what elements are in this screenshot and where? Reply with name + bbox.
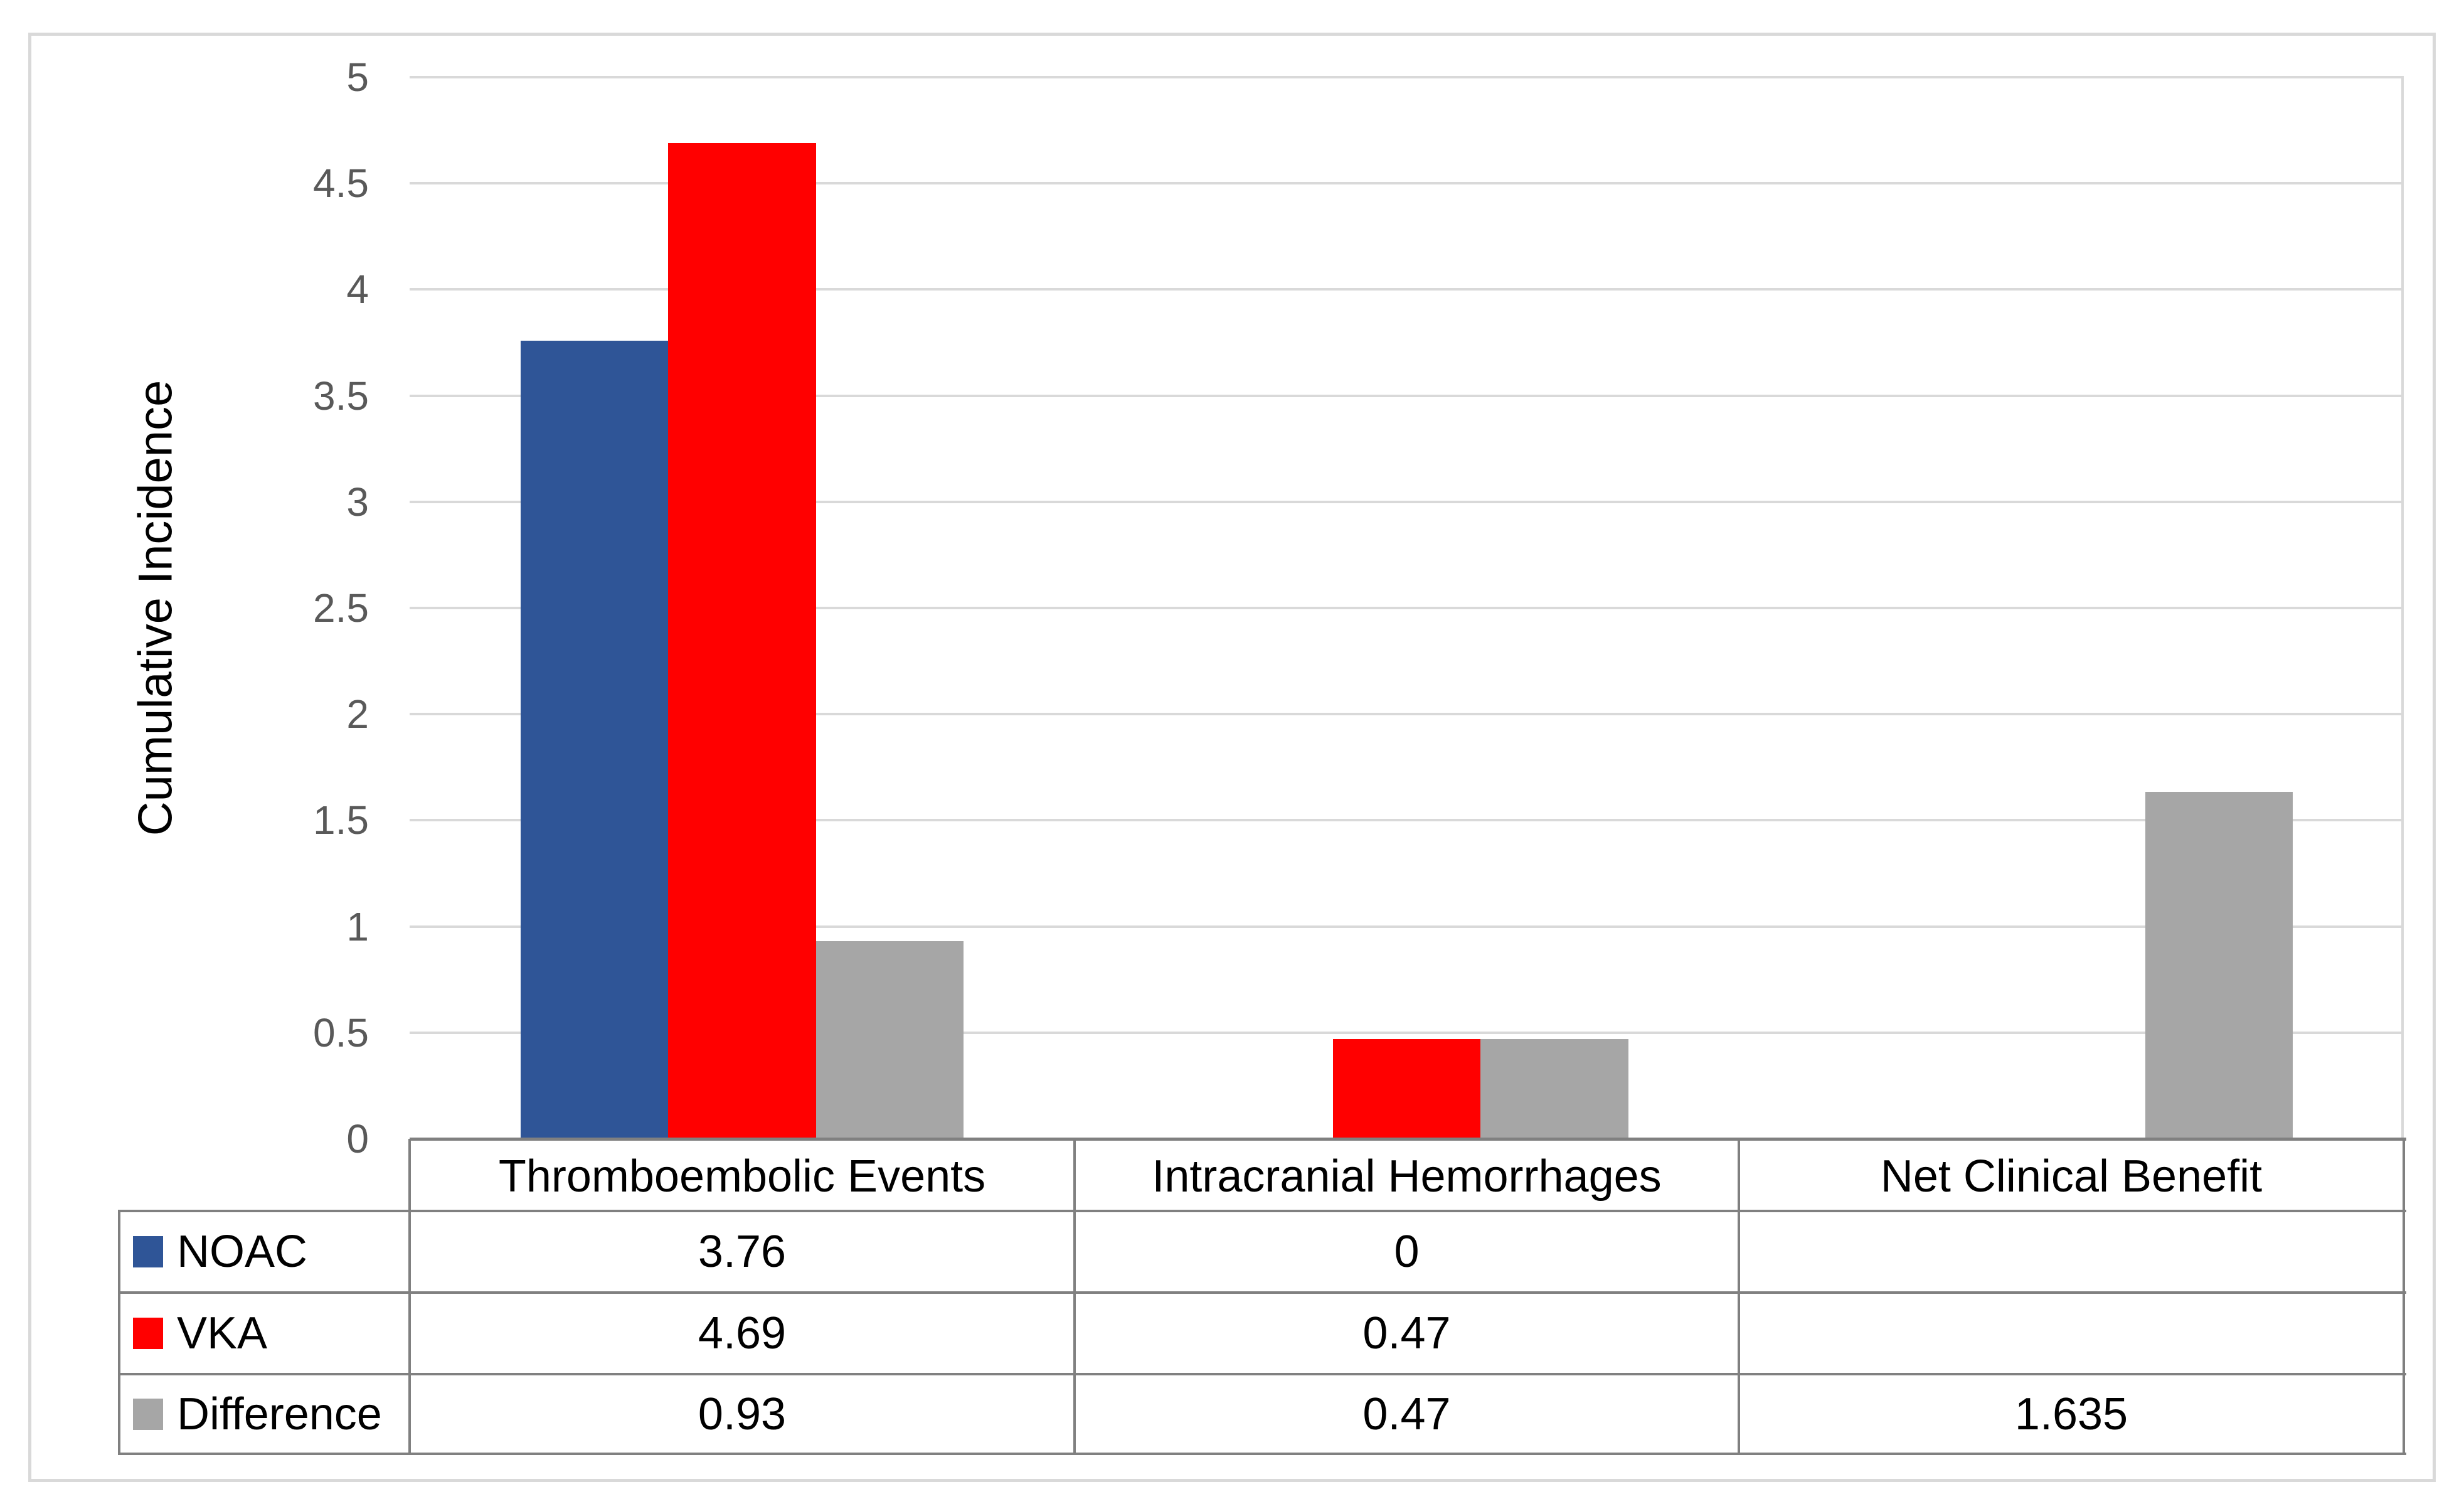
table-cell-difference-0: 0.93: [698, 1389, 787, 1439]
table-hline-1: [118, 1210, 2406, 1212]
x-axis-line: [410, 1138, 2406, 1141]
legend-label-noac: NOAC: [177, 1227, 308, 1277]
gridline-y-4: [410, 288, 2404, 291]
y-tick-label-0: 0: [346, 1116, 369, 1161]
y-tick-label-2.5: 2.5: [313, 585, 369, 631]
table-cell-vka-0: 4.69: [698, 1308, 787, 1358]
y-tick-label-4.5: 4.5: [313, 161, 369, 206]
table-column-header-2: Net Clinical Benefit: [1880, 1151, 2263, 1202]
y-tick-label-3.5: 3.5: [313, 373, 369, 419]
bar-difference-net-clinical-benefit: [2145, 791, 2293, 1139]
table-vline-1: [1073, 1139, 1076, 1455]
table-cell-noac-1: 0: [1394, 1227, 1420, 1277]
legend-key-vka: [133, 1318, 163, 1349]
gridline-y-2.5: [410, 607, 2404, 609]
gridline-y-5: [410, 76, 2404, 78]
gridline-y-0.5: [410, 1031, 2404, 1034]
gridline-y-3.5: [410, 394, 2404, 397]
y-tick-label-1.5: 1.5: [313, 797, 369, 843]
legend-label-difference: Difference: [177, 1389, 382, 1439]
table-vline-legend-left: [118, 1210, 120, 1455]
table-vline-2: [1738, 1139, 1740, 1455]
y-tick-label-4: 4: [346, 267, 369, 312]
bar-noac-thromboembolic-events: [520, 340, 669, 1139]
y-tick-label-0.5: 0.5: [313, 1010, 369, 1055]
table-cell-difference-2: 1.635: [2014, 1389, 2128, 1439]
y-tick-label-3: 3: [346, 479, 369, 525]
gridline-y-1: [410, 925, 2404, 928]
legend-key-difference: [133, 1398, 163, 1430]
table-cell-vka-1: 0.47: [1362, 1308, 1451, 1358]
bar-vka-intracranial-hemorrhages: [1332, 1038, 1481, 1139]
gridline-y-3: [410, 500, 2404, 503]
table-column-header-1: Intracranial Hemorrhages: [1152, 1151, 1662, 1202]
y-tick-label-1: 1: [346, 904, 369, 949]
gridline-y-4.5: [410, 182, 2404, 185]
y-axis-title: Cumulative Incidence: [129, 380, 183, 836]
y-tick-label-5: 5: [346, 55, 369, 100]
bar-difference-intracranial-hemorrhages: [1480, 1038, 1628, 1139]
legend-key-noac: [133, 1236, 163, 1267]
table-vline-3: [2403, 1139, 2405, 1455]
gridline-y-2: [410, 713, 2404, 716]
table-hline-4: [118, 1453, 2406, 1455]
bar-vka-thromboembolic-events: [668, 142, 816, 1139]
figure-border: [28, 33, 2436, 1482]
legend-label-vka: VKA: [177, 1308, 268, 1358]
table-hline-2: [118, 1291, 2406, 1294]
gridline-y-1.5: [410, 819, 2404, 822]
table-hline-3: [118, 1373, 2406, 1375]
table-cell-noac-0: 3.76: [698, 1227, 787, 1277]
table-cell-difference-1: 0.47: [1362, 1389, 1451, 1439]
bar-difference-thromboembolic-events: [815, 941, 964, 1139]
plot-area-right-border: [2401, 77, 2404, 1139]
y-tick-label-2: 2: [346, 691, 369, 737]
table-column-header-0: Thromboembolic Events: [498, 1151, 986, 1202]
table-vline-0: [408, 1139, 411, 1455]
